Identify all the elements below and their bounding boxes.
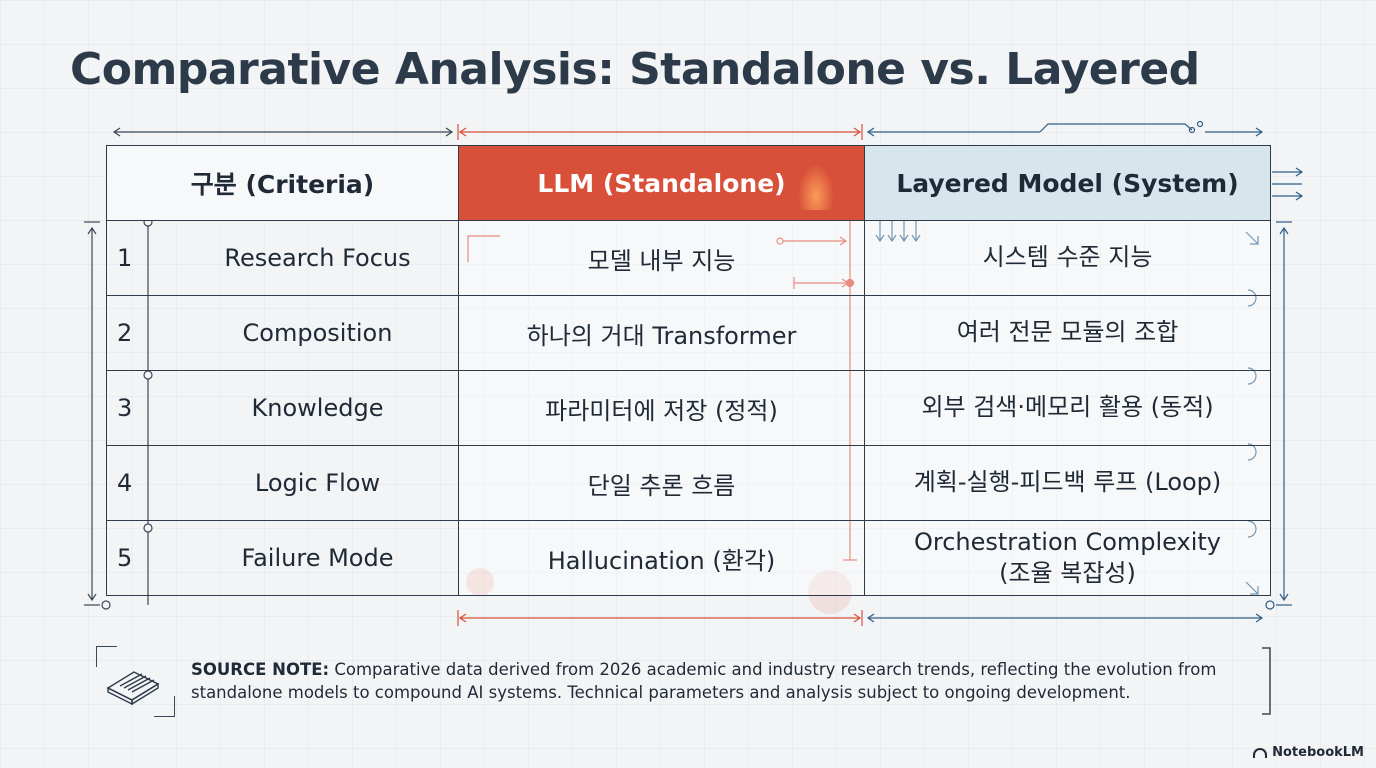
criteria-label: Logic Flow [254, 469, 381, 497]
brand-footer: NotebookLM [1253, 745, 1364, 760]
table-row: 3 Knowledge 파라미터에 저장 (정적) 외부 검색·메모리 활용 (… [106, 370, 1271, 446]
criteria-cell: 5 Failure Mode [106, 520, 459, 596]
note-bracket [154, 696, 175, 717]
llm-cell: 하나의 거대 Transformer [458, 295, 865, 371]
row-number: 4 [117, 469, 133, 497]
criteria-cell: 1 Research Focus [106, 220, 459, 296]
flame-icon [798, 164, 834, 210]
row-number: 3 [117, 394, 133, 422]
source-note-label: SOURCE NOTE: [191, 660, 330, 679]
criteria-label: Failure Mode [241, 544, 394, 572]
row-number: 2 [117, 319, 133, 347]
source-note: SOURCE NOTE: Comparative data derived fr… [191, 658, 1251, 704]
layered-cell: 계획-실행-피드백 루프 (Loop) [864, 445, 1271, 521]
llm-cell: Hallucination (환각) [458, 520, 865, 596]
layered-cell-line1: Orchestration Complexity [913, 527, 1222, 556]
llm-cell: 파라미터에 저장 (정적) [458, 370, 865, 446]
header-llm: LLM (Standalone) [458, 145, 865, 221]
criteria-cell: 4 Logic Flow [106, 445, 459, 521]
row-number: 5 [117, 544, 133, 572]
chip-icon [106, 671, 160, 706]
header-llm-label: LLM (Standalone) [537, 168, 786, 198]
row-number: 1 [117, 244, 133, 272]
table-row: 5 Failure Mode Hallucination (환각) Orches… [106, 520, 1271, 596]
header-criteria: 구분 (Criteria) [106, 145, 459, 221]
llm-cell: 모델 내부 지능 [458, 220, 865, 296]
layered-cell: 여러 전문 모듈의 조합 [864, 295, 1271, 371]
table-header-row: 구분 (Criteria) LLM (Standalone) Layered M… [106, 145, 1271, 221]
source-note-text: Comparative data derived from 2026 acade… [191, 660, 1217, 702]
criteria-label: Research Focus [224, 244, 411, 272]
header-layered: Layered Model (System) [864, 145, 1271, 221]
criteria-label: Composition [242, 319, 393, 347]
layered-cell: 시스템 수준 지능 [864, 220, 1271, 296]
layered-cell-line2: (조율 복잡성) [999, 559, 1136, 587]
table-row: 4 Logic Flow 단일 추론 흐름 계획-실행-피드백 루프 (Loop… [106, 445, 1271, 521]
llm-cell: 단일 추론 흐름 [458, 445, 865, 521]
table-row: 2 Composition 하나의 거대 Transformer 여러 전문 모… [106, 295, 1271, 371]
note-bracket [96, 646, 117, 667]
layered-cell: Orchestration Complexity (조율 복잡성) [864, 520, 1271, 596]
criteria-cell: 2 Composition [106, 295, 459, 371]
table-row: 1 Research Focus 모델 내부 지능 시스템 수준 지능 [106, 220, 1271, 296]
brand-label: NotebookLM [1272, 745, 1364, 760]
criteria-label: Knowledge [251, 394, 384, 422]
layered-cell: 외부 검색·메모리 활용 (동적) [864, 370, 1271, 446]
page-title: Comparative Analysis: Standalone vs. Lay… [70, 44, 1200, 95]
criteria-cell: 3 Knowledge [106, 370, 459, 446]
notebooklm-logo-icon [1253, 747, 1268, 758]
comparison-table: 구분 (Criteria) LLM (Standalone) Layered M… [106, 145, 1271, 596]
